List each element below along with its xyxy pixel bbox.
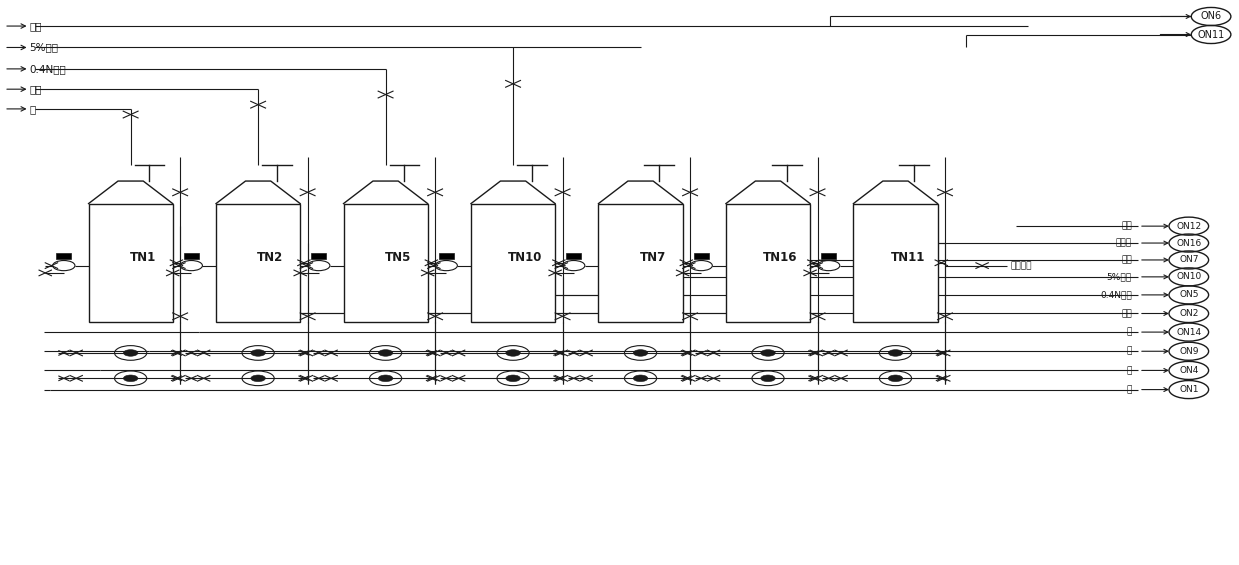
Text: 回料: 回料 <box>1121 221 1132 231</box>
Circle shape <box>888 350 903 357</box>
Text: 水: 水 <box>1126 328 1132 337</box>
Bar <box>88 203 172 322</box>
Circle shape <box>378 375 393 381</box>
Bar <box>57 253 71 259</box>
Text: ON7: ON7 <box>1180 255 1198 264</box>
Text: 水: 水 <box>1126 347 1132 356</box>
Text: 0.4N盐酸: 0.4N盐酸 <box>1100 290 1132 299</box>
Text: 水: 水 <box>30 104 36 114</box>
Text: 中间体: 中间体 <box>1116 238 1132 247</box>
Circle shape <box>633 350 648 357</box>
Text: 氨水: 氨水 <box>1121 309 1132 318</box>
Text: 5%盐酸: 5%盐酸 <box>1106 272 1132 281</box>
Text: ON1: ON1 <box>1180 385 1198 394</box>
Bar <box>183 253 198 259</box>
Text: ON6: ON6 <box>1201 11 1222 21</box>
Circle shape <box>506 375 520 381</box>
Bar <box>694 253 709 259</box>
Bar <box>216 203 300 322</box>
Bar <box>854 203 938 322</box>
Text: ON14: ON14 <box>1176 328 1202 337</box>
Bar <box>439 253 453 259</box>
Text: TN1: TN1 <box>130 251 156 264</box>
Circle shape <box>888 375 903 381</box>
Text: 5%盐酸: 5%盐酸 <box>30 42 58 53</box>
Circle shape <box>250 375 265 381</box>
Text: 下道工序: 下道工序 <box>1011 261 1032 270</box>
Circle shape <box>124 350 138 357</box>
Text: 氨水: 氨水 <box>30 84 42 94</box>
Bar <box>821 253 836 259</box>
Text: TN10: TN10 <box>508 251 543 264</box>
Circle shape <box>124 375 138 381</box>
Bar <box>311 253 326 259</box>
Text: TN16: TN16 <box>763 251 798 264</box>
Text: 0.4N盐酸: 0.4N盐酸 <box>30 64 66 74</box>
Circle shape <box>761 375 776 381</box>
Text: TN11: TN11 <box>891 251 926 264</box>
Text: ON4: ON4 <box>1180 366 1198 375</box>
Text: 水: 水 <box>1126 385 1132 394</box>
Text: 原料: 原料 <box>30 21 42 31</box>
Bar <box>471 203 555 322</box>
Text: ON5: ON5 <box>1180 290 1198 299</box>
Text: ON10: ON10 <box>1176 272 1202 281</box>
Text: ON11: ON11 <box>1197 29 1224 40</box>
Bar <box>343 203 427 322</box>
Text: TN5: TN5 <box>385 251 411 264</box>
Circle shape <box>761 350 776 357</box>
Bar <box>566 253 581 259</box>
Text: TN7: TN7 <box>639 251 667 264</box>
Circle shape <box>250 350 265 357</box>
Text: ON16: ON16 <box>1176 238 1202 247</box>
Circle shape <box>506 350 520 357</box>
Circle shape <box>378 350 393 357</box>
Text: 送料: 送料 <box>1121 255 1132 264</box>
Text: ON9: ON9 <box>1180 347 1198 356</box>
Circle shape <box>633 375 648 381</box>
Bar <box>598 203 683 322</box>
Bar <box>726 203 810 322</box>
Text: ON12: ON12 <box>1176 221 1202 231</box>
Text: TN2: TN2 <box>258 251 284 264</box>
Text: 水: 水 <box>1126 366 1132 375</box>
Text: ON2: ON2 <box>1180 309 1198 318</box>
